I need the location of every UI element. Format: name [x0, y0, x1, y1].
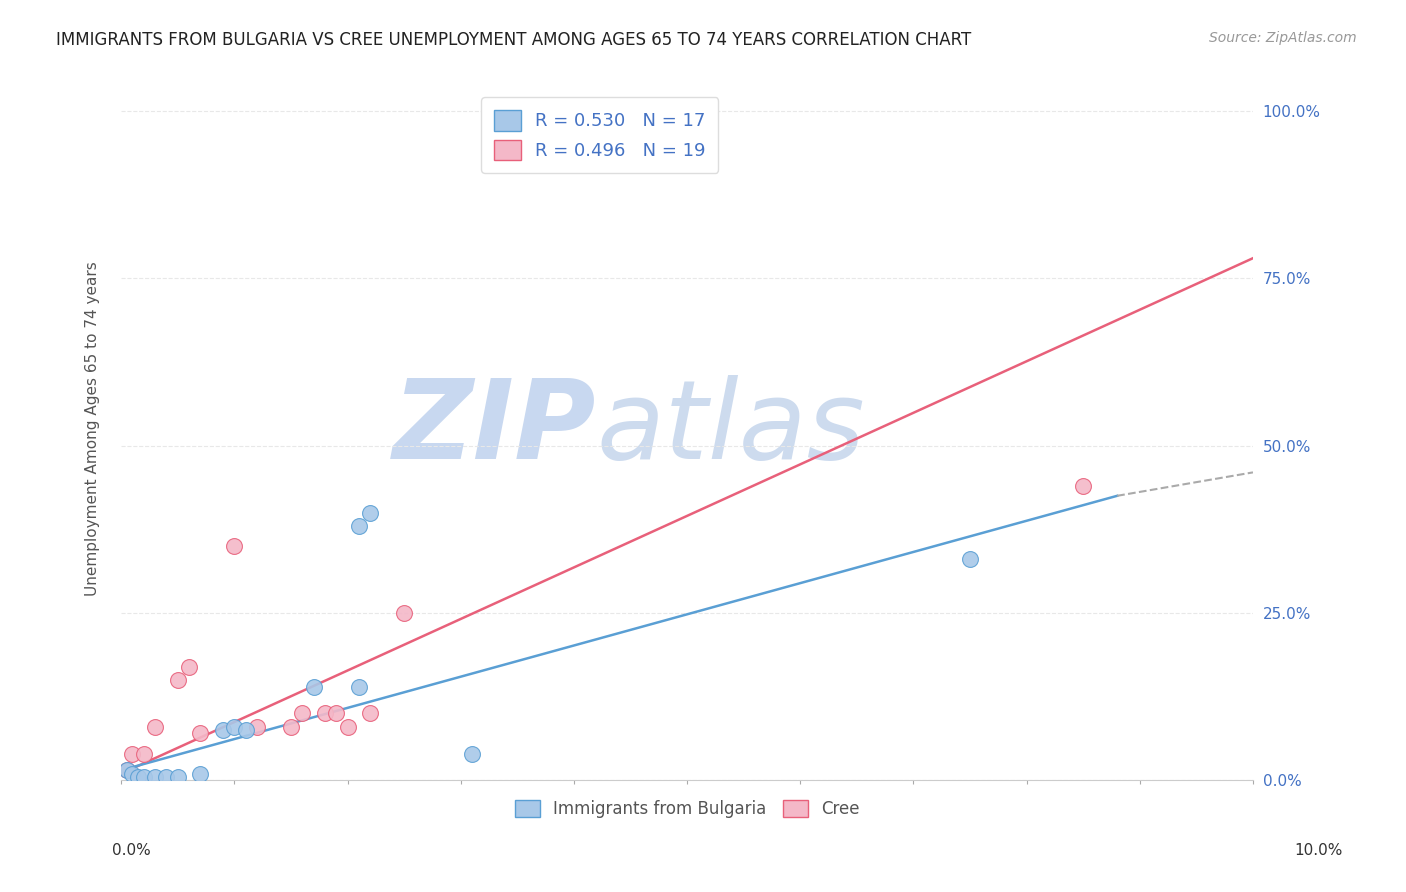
Point [121, 766, 143, 780]
Text: 0.0%: 0.0% [112, 843, 152, 858]
Point [347, 680, 370, 694]
Point [143, 720, 166, 734]
Point [359, 506, 381, 520]
Point [246, 720, 269, 734]
Point [115, 764, 138, 778]
Point [224, 539, 246, 553]
Point [517, 117, 540, 131]
Point [132, 747, 155, 761]
Point [121, 747, 143, 761]
Text: IMMIGRANTS FROM BULGARIA VS CREE UNEMPLOYMENT AMONG AGES 65 TO 74 YEARS CORRELAT: IMMIGRANTS FROM BULGARIA VS CREE UNEMPLO… [56, 31, 972, 49]
Point [166, 673, 188, 687]
Point [155, 770, 177, 784]
Point [359, 706, 381, 721]
Point [347, 519, 370, 533]
Point [190, 726, 212, 740]
Point [302, 680, 325, 694]
Point [224, 720, 246, 734]
Point [959, 552, 981, 566]
Point [506, 117, 529, 131]
Point [127, 770, 149, 784]
Point [1071, 479, 1094, 493]
Point [314, 706, 336, 721]
Point [132, 770, 155, 784]
Point [166, 770, 188, 784]
Text: atlas: atlas [596, 376, 865, 483]
Point [212, 723, 235, 737]
Point [190, 766, 212, 780]
Legend: Immigrants from Bulgaria, Cree: Immigrants from Bulgaria, Cree [508, 793, 866, 825]
Y-axis label: Unemployment Among Ages 65 to 74 years: Unemployment Among Ages 65 to 74 years [86, 261, 100, 596]
Point [280, 720, 302, 734]
Point [177, 659, 200, 673]
Point [325, 706, 347, 721]
Text: 10.0%: 10.0% [1295, 843, 1343, 858]
Text: Source: ZipAtlas.com: Source: ZipAtlas.com [1209, 31, 1357, 45]
Text: ZIP: ZIP [394, 376, 596, 483]
Point [461, 747, 484, 761]
Point [143, 770, 166, 784]
Point [392, 606, 415, 620]
Point [336, 720, 359, 734]
Point [115, 764, 138, 778]
Point [235, 723, 257, 737]
Point [291, 706, 314, 721]
